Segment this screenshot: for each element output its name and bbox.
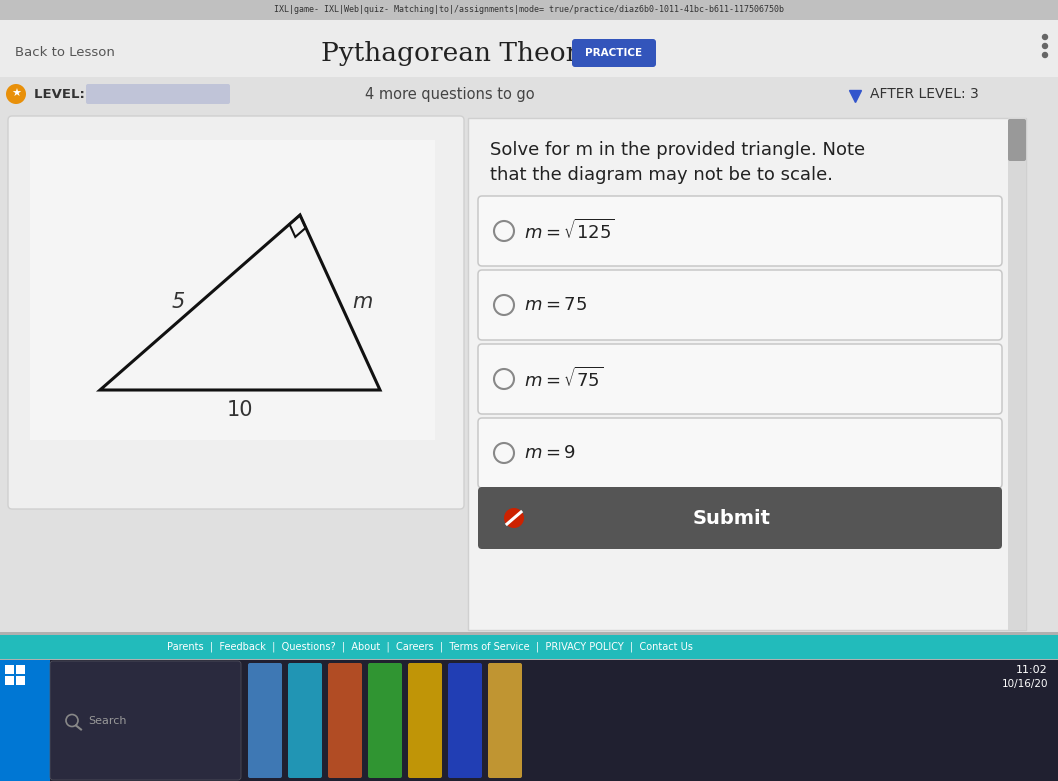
FancyBboxPatch shape <box>368 663 402 778</box>
Text: m: m <box>352 293 372 312</box>
FancyBboxPatch shape <box>50 661 241 780</box>
Text: that the diagram may not be to scale.: that the diagram may not be to scale. <box>490 166 833 184</box>
FancyBboxPatch shape <box>248 663 282 778</box>
Text: 5: 5 <box>171 293 185 312</box>
Text: $m = 75$: $m = 75$ <box>524 296 587 314</box>
FancyBboxPatch shape <box>0 77 1058 112</box>
FancyBboxPatch shape <box>478 344 1002 414</box>
Text: 4 more questions to go: 4 more questions to go <box>365 87 534 102</box>
FancyBboxPatch shape <box>16 676 25 685</box>
Text: 10: 10 <box>226 400 253 420</box>
FancyBboxPatch shape <box>572 39 656 67</box>
Text: $m = 9$: $m = 9$ <box>524 444 576 462</box>
Text: Submit: Submit <box>693 508 771 527</box>
FancyBboxPatch shape <box>30 140 435 440</box>
Text: AFTER LEVEL: 3: AFTER LEVEL: 3 <box>870 87 979 101</box>
Circle shape <box>504 508 524 528</box>
Circle shape <box>6 84 26 104</box>
Circle shape <box>1042 44 1047 48</box>
FancyBboxPatch shape <box>328 663 362 778</box>
FancyBboxPatch shape <box>8 116 464 509</box>
FancyBboxPatch shape <box>1008 118 1026 630</box>
FancyBboxPatch shape <box>0 660 1058 781</box>
Text: 11:02: 11:02 <box>1017 665 1048 675</box>
FancyBboxPatch shape <box>478 487 1002 549</box>
Text: LEVEL: 3/3: LEVEL: 3/3 <box>34 87 113 101</box>
FancyBboxPatch shape <box>448 663 482 778</box>
Text: $m = \sqrt{125}$: $m = \sqrt{125}$ <box>524 219 615 243</box>
Text: $m = \sqrt{75}$: $m = \sqrt{75}$ <box>524 367 603 391</box>
Text: Search: Search <box>88 715 127 726</box>
FancyBboxPatch shape <box>0 635 1058 659</box>
FancyBboxPatch shape <box>478 196 1002 266</box>
Text: ★: ★ <box>11 89 21 99</box>
Text: 10/16/20: 10/16/20 <box>1002 679 1048 689</box>
FancyBboxPatch shape <box>0 20 1058 77</box>
Text: PRACTICE: PRACTICE <box>585 48 642 58</box>
FancyBboxPatch shape <box>478 418 1002 488</box>
FancyBboxPatch shape <box>468 118 1026 630</box>
Text: Pythagorean Theorem: Pythagorean Theorem <box>321 41 619 66</box>
FancyBboxPatch shape <box>1008 119 1026 161</box>
FancyBboxPatch shape <box>288 663 322 778</box>
FancyBboxPatch shape <box>488 663 522 778</box>
FancyBboxPatch shape <box>16 665 25 674</box>
Text: Parents  |  Feedback  |  Questions?  |  About  |  Careers  |  Terms of Service  : Parents | Feedback | Questions? | About … <box>167 642 693 652</box>
Text: Solve for m in the provided triangle. Note: Solve for m in the provided triangle. No… <box>490 141 865 159</box>
FancyBboxPatch shape <box>5 676 14 685</box>
FancyBboxPatch shape <box>86 84 230 104</box>
FancyBboxPatch shape <box>478 270 1002 340</box>
Circle shape <box>1042 52 1047 58</box>
Text: Back to Lesson: Back to Lesson <box>15 47 115 59</box>
FancyBboxPatch shape <box>0 660 50 781</box>
FancyBboxPatch shape <box>5 665 14 674</box>
FancyBboxPatch shape <box>408 663 442 778</box>
FancyBboxPatch shape <box>0 0 1058 20</box>
FancyBboxPatch shape <box>0 112 1058 632</box>
Text: IXL|game- IXL|Web|quiz- Matching|to|/assignments|mode= true/practice/diaz6b0-101: IXL|game- IXL|Web|quiz- Matching|to|/ass… <box>274 5 784 15</box>
Circle shape <box>1042 34 1047 40</box>
